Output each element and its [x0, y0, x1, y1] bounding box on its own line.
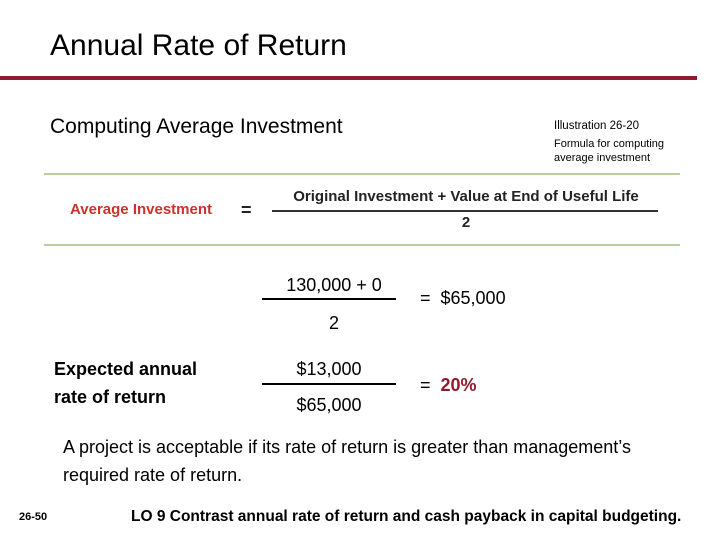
formula-denominator: 2: [461, 214, 471, 231]
learning-objective: LO 9 Contrast annual rate of return and …: [131, 508, 682, 525]
formula-box: [44, 173, 680, 246]
calc-fraction-bar: [262, 298, 396, 300]
slide-title: Annual Rate of Return: [50, 29, 347, 62]
slide-number: 26-50: [19, 511, 48, 523]
formula-equals: =: [241, 200, 252, 220]
slide-subtitle: Computing Average Investment: [50, 115, 343, 138]
calc-result: = $65,000: [420, 288, 506, 308]
rate-numerator: $13,000: [296, 359, 362, 379]
rate-denominator: $65,000: [296, 395, 362, 415]
calc-numerator: 130,000 + 0: [286, 275, 382, 295]
rate-result: = 20%: [420, 374, 477, 396]
formula-fraction-bar: [272, 210, 658, 212]
formula-left-label: Average Investment: [70, 201, 213, 218]
rate-equals: =: [420, 375, 441, 395]
rate-percent: 20%: [440, 375, 477, 395]
acceptance-note: A project is acceptable if its rate of r…: [63, 437, 631, 485]
illustration-caption: Formula for computing average investment: [554, 138, 665, 164]
rate-label: Expected annual rate of return: [54, 359, 198, 407]
illustration-number: Illustration 26-20: [554, 120, 640, 132]
title-rule: [0, 76, 697, 80]
calc-denominator: 2: [328, 313, 339, 333]
rate-fraction-bar: [262, 383, 396, 385]
formula-numerator: Original Investment + Value at End of Us…: [293, 188, 639, 205]
